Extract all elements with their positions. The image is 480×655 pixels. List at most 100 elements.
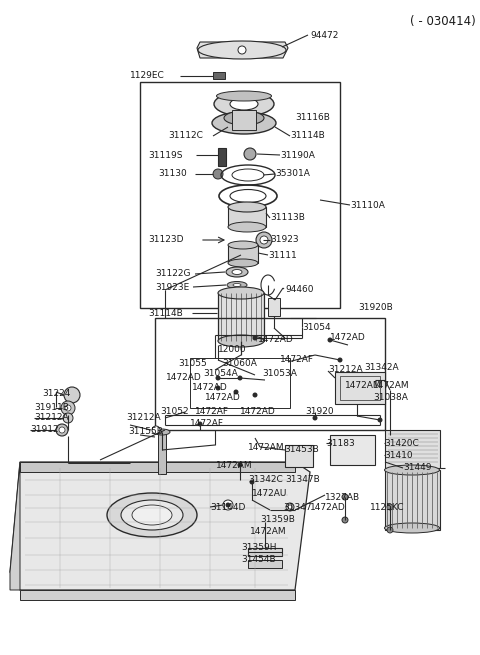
- Ellipse shape: [214, 92, 274, 116]
- Bar: [190, 358, 290, 408]
- Text: 31920: 31920: [305, 407, 334, 417]
- Circle shape: [327, 337, 333, 343]
- Text: 31920B: 31920B: [358, 303, 393, 312]
- Text: 1125KC: 1125KC: [370, 502, 405, 512]
- Bar: [385, 430, 440, 468]
- Circle shape: [59, 427, 65, 433]
- Ellipse shape: [384, 465, 440, 475]
- Bar: [385, 470, 440, 530]
- Text: 31224: 31224: [42, 388, 71, 398]
- Text: 31347: 31347: [283, 502, 312, 512]
- Circle shape: [260, 236, 268, 244]
- Circle shape: [252, 392, 257, 398]
- Text: 31212A: 31212A: [126, 413, 161, 422]
- Text: 31060A: 31060A: [222, 358, 257, 367]
- Text: 1472AF: 1472AF: [190, 419, 224, 428]
- Circle shape: [342, 517, 348, 523]
- Ellipse shape: [230, 189, 266, 202]
- Text: 1472AD: 1472AD: [205, 394, 241, 403]
- Text: 1472AM: 1472AM: [250, 527, 287, 536]
- Text: 1472AD: 1472AD: [192, 383, 228, 392]
- Text: 31114B: 31114B: [148, 309, 183, 318]
- Bar: [248, 560, 282, 568]
- Circle shape: [216, 386, 220, 390]
- Bar: [228, 207, 266, 227]
- Ellipse shape: [233, 284, 241, 286]
- Circle shape: [238, 46, 246, 54]
- Bar: [248, 548, 282, 556]
- Bar: [158, 432, 166, 474]
- Bar: [228, 245, 258, 263]
- Bar: [340, 376, 380, 400]
- Text: 31923E: 31923E: [155, 282, 189, 291]
- Text: 31113B: 31113B: [270, 214, 305, 223]
- Circle shape: [387, 504, 393, 510]
- Bar: [140, 82, 340, 308]
- Circle shape: [252, 335, 257, 341]
- Text: 1472AD: 1472AD: [330, 333, 366, 341]
- Text: 31359H: 31359H: [241, 544, 276, 553]
- Circle shape: [337, 358, 343, 362]
- Ellipse shape: [226, 267, 248, 277]
- Circle shape: [223, 500, 233, 510]
- Text: 1472AF: 1472AF: [280, 356, 314, 364]
- Circle shape: [56, 424, 68, 436]
- Text: 1472AM: 1472AM: [248, 443, 285, 451]
- Text: 31054: 31054: [302, 322, 331, 331]
- Text: 1129EC: 1129EC: [130, 71, 165, 81]
- Text: 31038A: 31038A: [373, 392, 408, 402]
- Text: 31114B: 31114B: [290, 132, 325, 141]
- Circle shape: [312, 415, 317, 421]
- Ellipse shape: [228, 259, 258, 267]
- Polygon shape: [10, 462, 20, 590]
- Circle shape: [238, 375, 242, 381]
- Text: 31144D: 31144D: [210, 502, 245, 512]
- Text: 1472AF: 1472AF: [195, 407, 229, 417]
- Text: 31453B: 31453B: [284, 445, 319, 455]
- Ellipse shape: [232, 269, 242, 274]
- Ellipse shape: [107, 493, 197, 537]
- Ellipse shape: [227, 282, 247, 288]
- Text: 31123D: 31123D: [148, 236, 183, 244]
- Polygon shape: [20, 462, 295, 472]
- Circle shape: [64, 387, 80, 403]
- Circle shape: [250, 479, 254, 485]
- Text: 31122G: 31122G: [155, 269, 191, 278]
- Text: 31911B: 31911B: [34, 403, 69, 411]
- Text: 31112C: 31112C: [168, 132, 203, 141]
- Ellipse shape: [228, 202, 266, 212]
- Text: 31912: 31912: [30, 426, 59, 434]
- Text: 31342A: 31342A: [364, 362, 398, 371]
- Text: 1472AM: 1472AM: [216, 460, 252, 470]
- Ellipse shape: [224, 111, 264, 125]
- Circle shape: [197, 422, 203, 426]
- Text: 31420C: 31420C: [384, 438, 419, 447]
- Text: 1472AM: 1472AM: [345, 381, 382, 390]
- Text: 31052: 31052: [160, 407, 189, 417]
- Text: 35301A: 35301A: [275, 170, 310, 179]
- Circle shape: [342, 494, 348, 500]
- Ellipse shape: [218, 287, 264, 299]
- Bar: [218, 293, 264, 341]
- Circle shape: [377, 417, 383, 422]
- Text: 1327AB: 1327AB: [325, 493, 360, 502]
- Polygon shape: [10, 462, 310, 590]
- Ellipse shape: [228, 241, 258, 249]
- Ellipse shape: [132, 505, 172, 525]
- Ellipse shape: [230, 98, 258, 110]
- Ellipse shape: [232, 169, 264, 181]
- Ellipse shape: [216, 91, 272, 101]
- Text: 31342C: 31342C: [248, 476, 283, 485]
- Circle shape: [226, 502, 230, 508]
- Bar: [213, 72, 225, 79]
- Text: 31359B: 31359B: [260, 515, 295, 525]
- Text: 31347B: 31347B: [285, 476, 320, 485]
- Bar: [232, 110, 256, 130]
- Circle shape: [256, 232, 272, 248]
- Ellipse shape: [218, 335, 264, 347]
- Circle shape: [233, 390, 239, 394]
- Ellipse shape: [198, 41, 286, 59]
- Text: 94460: 94460: [285, 284, 313, 293]
- Text: 31212A: 31212A: [34, 413, 69, 422]
- Circle shape: [152, 426, 160, 434]
